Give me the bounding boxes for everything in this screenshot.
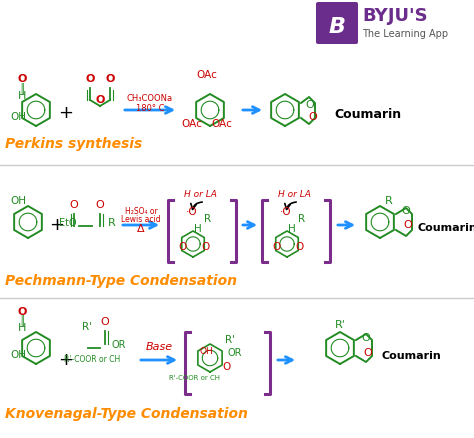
Text: +: + <box>58 351 73 369</box>
Text: Base: Base <box>146 342 173 352</box>
Text: +: + <box>49 216 64 234</box>
Text: O: O <box>202 242 210 252</box>
Text: OH: OH <box>10 112 26 122</box>
Text: O: O <box>361 333 370 343</box>
Text: ║: ║ <box>19 82 25 94</box>
Text: O: O <box>309 112 318 122</box>
FancyBboxPatch shape <box>316 2 358 44</box>
Text: H or LA: H or LA <box>278 190 310 199</box>
Text: H: H <box>288 224 296 234</box>
Text: OAc: OAc <box>182 119 202 129</box>
Text: O: O <box>96 200 104 210</box>
Text: Lewis acid: Lewis acid <box>121 215 161 224</box>
Text: O: O <box>296 242 304 252</box>
Text: Knovenagal-Type Condensation: Knovenagal-Type Condensation <box>5 407 248 421</box>
Text: O: O <box>70 200 78 210</box>
Text: Δ: Δ <box>137 224 145 234</box>
Text: OR: OR <box>112 340 127 350</box>
Text: Perkins synthesis: Perkins synthesis <box>5 137 142 151</box>
Text: O: O <box>95 95 105 105</box>
Text: OH: OH <box>200 347 214 356</box>
Text: R': R' <box>225 335 235 345</box>
Text: R: R <box>204 214 211 224</box>
Text: O: O <box>105 74 115 84</box>
Text: H₂SO₄ or: H₂SO₄ or <box>125 207 157 216</box>
Text: +: + <box>58 104 73 122</box>
Text: BYJU'S: BYJU'S <box>362 7 428 25</box>
Text: Coumarin: Coumarin <box>418 223 474 233</box>
Text: ·O: ·O <box>186 207 198 217</box>
Text: R'-COOR or CH: R'-COOR or CH <box>170 375 220 381</box>
Text: O: O <box>273 242 281 252</box>
Text: B: B <box>328 17 346 37</box>
Text: H or LA: H or LA <box>183 190 217 199</box>
Text: 180° C: 180° C <box>136 104 164 113</box>
Text: H: H <box>194 224 202 234</box>
Text: Coumarin: Coumarin <box>382 351 442 361</box>
Text: R'-COOR or CH: R'-COOR or CH <box>64 355 120 364</box>
Text: O: O <box>18 307 27 317</box>
Text: Coumarin: Coumarin <box>334 109 401 121</box>
Text: The Learning App: The Learning App <box>362 29 448 39</box>
Text: OAc: OAc <box>211 119 232 129</box>
Text: O: O <box>18 74 27 84</box>
Text: O: O <box>363 348 372 358</box>
Text: OR: OR <box>228 348 243 358</box>
Text: ║: ║ <box>19 314 25 326</box>
Text: O: O <box>306 100 314 110</box>
Text: OAc: OAc <box>197 70 218 80</box>
Text: O: O <box>179 242 187 252</box>
Text: R: R <box>108 218 116 228</box>
Text: O: O <box>401 206 410 216</box>
Text: O: O <box>85 74 95 84</box>
Text: O: O <box>222 362 230 372</box>
Text: EtO: EtO <box>59 218 77 228</box>
Text: H: H <box>18 91 26 101</box>
Text: R': R' <box>335 320 346 330</box>
Text: OH: OH <box>10 196 26 206</box>
Text: CH₃COONa: CH₃COONa <box>127 94 173 103</box>
Text: Pechmann-Type Condensation: Pechmann-Type Condensation <box>5 274 237 288</box>
Text: O: O <box>100 317 109 327</box>
Text: H: H <box>18 323 26 333</box>
Text: R: R <box>298 214 305 224</box>
Text: OH: OH <box>10 350 26 360</box>
Text: R: R <box>385 196 393 206</box>
Text: R': R' <box>82 322 92 332</box>
Text: ·O: ·O <box>280 207 292 217</box>
Text: O: O <box>403 220 412 230</box>
